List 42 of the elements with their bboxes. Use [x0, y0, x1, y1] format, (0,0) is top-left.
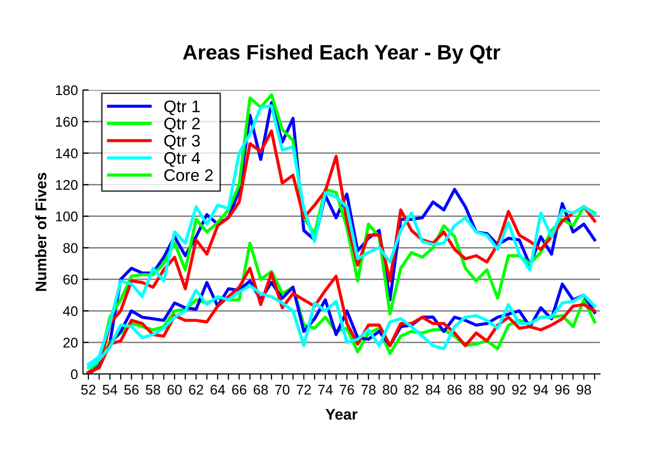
x-tick-label: 58	[146, 384, 160, 395]
x-tick-label: 54	[102, 384, 118, 395]
x-tick-label: 94	[534, 384, 548, 395]
x-axis-title: Year	[326, 409, 358, 420]
x-tick-label: 88	[469, 384, 484, 395]
y-tick-label: 100	[56, 212, 78, 222]
legend-label: Qtr 1	[164, 100, 200, 116]
y-tick-label: 0	[70, 369, 78, 380]
x-tick-label: 64	[210, 384, 225, 395]
x-tick-label: 74	[318, 384, 333, 394]
x-tick-label: 66	[232, 384, 246, 395]
legend-label: Qtr 3	[164, 134, 200, 150]
x-tick-label: 80	[382, 384, 398, 395]
legend-label: Qtr 2	[164, 118, 200, 132]
x-tick-label: 52	[81, 384, 96, 395]
x-tick-label: 78	[361, 384, 376, 395]
x-tick-label: 56	[124, 384, 139, 395]
x-tick-label: 72	[296, 384, 311, 394]
x-tick-label: 62	[189, 384, 204, 395]
y-tick-label: 160	[56, 116, 78, 127]
y-axis-title: Number of Fives	[35, 172, 46, 291]
y-tick-label: 40	[63, 306, 78, 316]
x-tick-label: 82	[404, 384, 419, 395]
y-tick-label: 140	[56, 148, 78, 158]
legend-label: Core 2	[164, 169, 213, 182]
y-tick-label: 60	[63, 274, 78, 285]
x-tick-label: 86	[447, 384, 462, 395]
x-tick-label: 84	[426, 384, 440, 395]
y-tick-label: 180	[56, 85, 78, 96]
y-tick-label: 120	[56, 180, 78, 190]
x-tick-label: 92	[512, 384, 526, 395]
x-tick-label: 76	[340, 384, 354, 395]
x-tick-label: 68	[254, 384, 268, 395]
x-tick-label: 70	[275, 384, 290, 395]
chart-title: Areas Fished Each Year - By Qtr	[182, 44, 500, 64]
x-tick-label: 98	[576, 384, 591, 395]
y-tick-label: 80	[63, 243, 78, 253]
x-tick-label: 60	[168, 384, 182, 395]
x-tick-label: 96	[555, 384, 570, 395]
y-tick-label: 20	[63, 338, 78, 348]
legend-label: Qtr 4	[164, 152, 200, 167]
x-tick-label: 90	[490, 384, 505, 395]
